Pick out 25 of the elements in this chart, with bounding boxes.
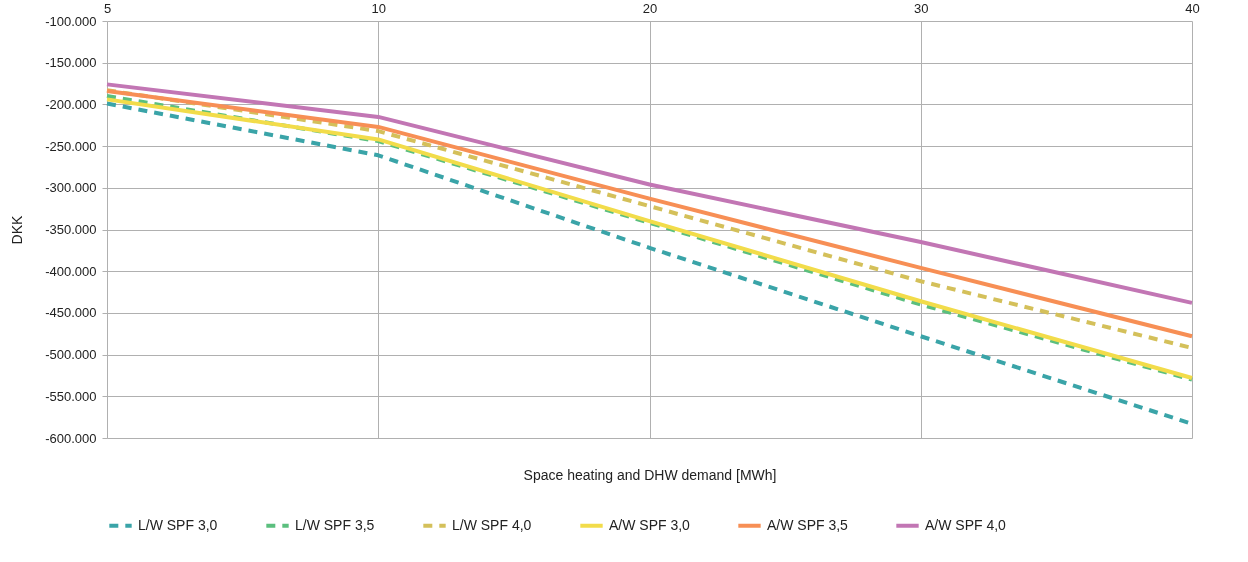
- legend-label: L/W SPF 3,0: [138, 516, 218, 533]
- y-axis-title: DKK: [9, 214, 26, 245]
- y-tick-label: -600.000: [45, 430, 97, 446]
- y-tick-label: -500.000: [45, 347, 97, 363]
- legend-label: L/W SPF 4,0: [452, 516, 532, 533]
- x-tick-label: 40: [1185, 0, 1200, 16]
- y-tick-label: -400.000: [45, 263, 97, 279]
- x-tick-label: 10: [371, 0, 386, 16]
- y-tick-label: -150.000: [45, 55, 97, 71]
- x-tick-label: 30: [914, 0, 929, 16]
- y-tick-label: -450.000: [45, 305, 97, 321]
- y-tick-label: -200.000: [45, 96, 97, 112]
- legend-label: A/W SPF 3,5: [767, 516, 849, 533]
- y-tick-label: -550.000: [45, 388, 97, 404]
- y-tick-label: -250.000: [45, 138, 97, 154]
- line-series: [105, 82, 1194, 305]
- x-axis-title: Space heating and DHW demand [MWh]: [523, 466, 777, 483]
- y-tick-label: -350.000: [45, 222, 97, 237]
- y-tick-label: -300.000: [45, 180, 97, 196]
- legend-label: L/W SPF 3,5: [295, 516, 375, 533]
- legend-label: A/W SPF 3,0: [609, 516, 691, 533]
- y-tick-label: -100.000: [45, 13, 97, 29]
- x-tick-label: 5: [103, 0, 112, 16]
- x-tick-label: 20: [642, 0, 658, 16]
- legend-label: A/W SPF 4,0: [925, 516, 1007, 533]
